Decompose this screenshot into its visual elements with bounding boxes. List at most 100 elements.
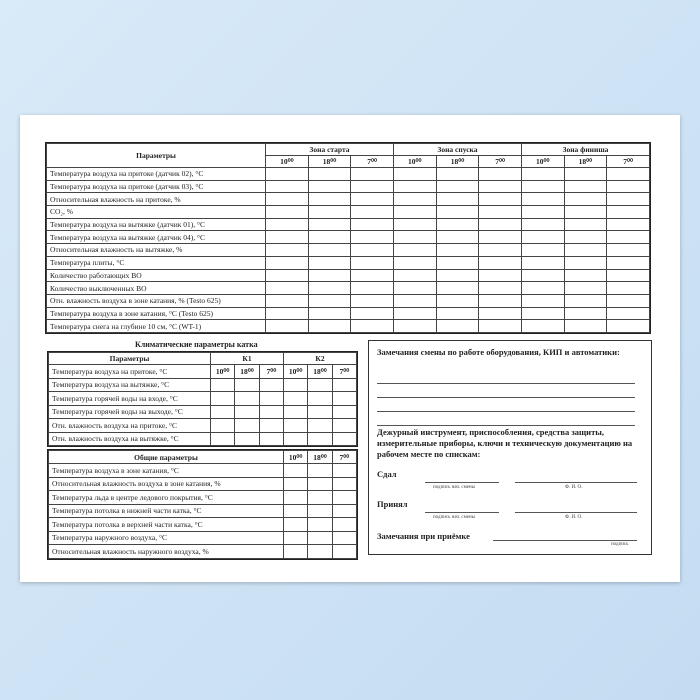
table-cell[interactable] — [392, 179, 437, 194]
table-cell[interactable] — [606, 243, 650, 257]
table-cell[interactable] — [520, 230, 565, 245]
table-cell[interactable] — [331, 391, 358, 406]
table-cell[interactable] — [350, 205, 394, 219]
table-cell[interactable] — [209, 431, 236, 446]
table-cell[interactable] — [331, 404, 358, 419]
table-cell[interactable] — [307, 293, 352, 308]
table-cell[interactable] — [209, 418, 236, 433]
table-cell[interactable] — [350, 306, 394, 321]
table-cell[interactable] — [282, 391, 309, 406]
table-cell[interactable] — [234, 418, 260, 433]
table-cell[interactable] — [258, 377, 284, 392]
table-cell[interactable] — [234, 431, 260, 446]
received-signature-line[interactable] — [425, 512, 499, 513]
acceptance-line[interactable] — [493, 540, 637, 541]
table-cell[interactable] — [282, 431, 309, 446]
table-cell[interactable] — [350, 179, 394, 194]
table-cell[interactable] — [392, 192, 437, 207]
table-cell[interactable] — [520, 167, 565, 181]
table-cell[interactable] — [258, 391, 284, 406]
table-cell[interactable] — [209, 404, 236, 419]
table-cell[interactable] — [265, 217, 309, 232]
table-cell[interactable] — [435, 281, 480, 295]
remarks-line[interactable] — [377, 425, 635, 426]
table-cell[interactable] — [563, 192, 608, 207]
table-cell[interactable] — [307, 431, 333, 446]
table-cell[interactable] — [331, 463, 358, 478]
table-cell[interactable] — [265, 319, 309, 333]
table-cell[interactable] — [606, 293, 650, 308]
table-cell[interactable] — [392, 268, 437, 283]
table-cell[interactable] — [307, 268, 352, 283]
table-cell[interactable] — [282, 530, 309, 545]
table-cell[interactable] — [331, 377, 358, 392]
table-cell[interactable] — [563, 179, 608, 194]
table-cell[interactable] — [435, 243, 480, 257]
table-cell[interactable] — [307, 391, 333, 406]
table-cell[interactable] — [350, 192, 394, 207]
table-cell[interactable] — [307, 243, 352, 257]
table-cell[interactable] — [209, 377, 236, 392]
table-cell[interactable] — [435, 167, 480, 181]
table-cell[interactable] — [307, 544, 333, 559]
table-cell[interactable] — [520, 192, 565, 207]
table-cell[interactable] — [520, 281, 565, 295]
table-cell[interactable] — [265, 281, 309, 295]
table-cell[interactable] — [307, 517, 333, 532]
table-cell[interactable] — [478, 179, 522, 194]
table-cell[interactable] — [392, 243, 437, 257]
table-cell[interactable] — [331, 530, 358, 545]
table-cell[interactable] — [520, 179, 565, 194]
table-cell[interactable] — [265, 243, 309, 257]
table-cell[interactable] — [520, 293, 565, 308]
table-cell[interactable] — [563, 319, 608, 333]
table-cell[interactable] — [331, 517, 358, 532]
table-cell[interactable] — [478, 167, 522, 181]
table-cell[interactable] — [350, 243, 394, 257]
table-cell[interactable] — [209, 391, 236, 406]
table-cell[interactable] — [307, 230, 352, 245]
table-cell[interactable] — [563, 281, 608, 295]
table-cell[interactable] — [520, 205, 565, 219]
table-cell[interactable] — [350, 281, 394, 295]
table-cell[interactable] — [258, 431, 284, 446]
table-cell[interactable] — [350, 268, 394, 283]
table-cell[interactable] — [234, 404, 260, 419]
table-cell[interactable] — [282, 418, 309, 433]
remarks-line[interactable] — [377, 397, 635, 398]
table-cell[interactable] — [606, 268, 650, 283]
table-cell[interactable] — [563, 268, 608, 283]
table-cell[interactable] — [520, 306, 565, 321]
table-cell[interactable] — [435, 255, 480, 270]
table-cell[interactable] — [331, 503, 358, 518]
table-cell[interactable] — [265, 205, 309, 219]
table-cell[interactable] — [435, 306, 480, 321]
table-cell[interactable] — [331, 544, 358, 559]
table-cell[interactable] — [392, 167, 437, 181]
received-name-line[interactable] — [515, 512, 637, 513]
table-cell[interactable] — [606, 217, 650, 232]
table-cell[interactable] — [265, 268, 309, 283]
table-cell[interactable] — [563, 205, 608, 219]
table-cell[interactable] — [478, 243, 522, 257]
table-cell[interactable] — [307, 167, 352, 181]
table-cell[interactable] — [478, 293, 522, 308]
table-cell[interactable] — [258, 404, 284, 419]
table-cell[interactable] — [265, 179, 309, 194]
table-cell[interactable] — [435, 205, 480, 219]
table-cell[interactable] — [265, 255, 309, 270]
table-cell[interactable] — [282, 476, 309, 491]
table-cell[interactable] — [392, 319, 437, 333]
table-cell[interactable] — [606, 319, 650, 333]
table-cell[interactable] — [435, 293, 480, 308]
table-cell[interactable] — [606, 192, 650, 207]
table-cell[interactable] — [331, 418, 358, 433]
table-cell[interactable] — [350, 230, 394, 245]
table-cell[interactable] — [520, 268, 565, 283]
table-cell[interactable] — [307, 217, 352, 232]
table-cell[interactable] — [350, 293, 394, 308]
table-cell[interactable] — [392, 306, 437, 321]
handed-name-line[interactable] — [515, 482, 637, 483]
table-cell[interactable] — [520, 243, 565, 257]
table-cell[interactable] — [307, 255, 352, 270]
